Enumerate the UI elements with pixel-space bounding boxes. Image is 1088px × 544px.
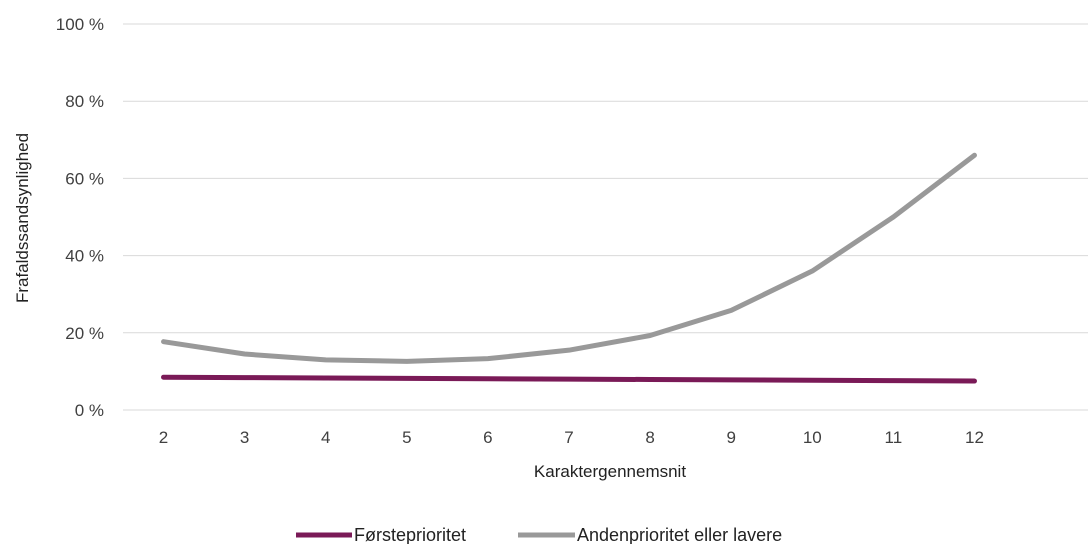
series-lines xyxy=(161,152,977,384)
x-tick-label: 4 xyxy=(321,428,330,447)
series-line-1 xyxy=(161,152,977,364)
y-axis-ticks: 0 % 20 % 40 % 60 % 80 % 100 % xyxy=(56,15,104,420)
gridlines xyxy=(123,23,1088,411)
x-axis-title: Karaktergennemsnit xyxy=(534,462,686,481)
y-tick-label: 0 % xyxy=(75,401,104,420)
legend-label-andenprioritet: Andenprioritet eller lavere xyxy=(577,525,782,544)
y-tick-label: 100 % xyxy=(56,15,104,34)
y-tick-label: 20 % xyxy=(65,324,104,343)
x-tick-label: 11 xyxy=(885,428,903,447)
x-tick-label: 7 xyxy=(564,428,573,447)
y-tick-label: 80 % xyxy=(65,92,104,111)
x-tick-label: 5 xyxy=(402,428,411,447)
x-tick-label: 12 xyxy=(965,428,984,447)
y-tick-label: 40 % xyxy=(65,247,104,266)
y-tick-label: 60 % xyxy=(65,169,104,188)
series-line-0 xyxy=(161,374,977,384)
x-tick-label: 10 xyxy=(803,428,822,447)
x-tick-label: 2 xyxy=(159,428,168,447)
x-tick-label: 9 xyxy=(726,428,735,447)
x-tick-label: 8 xyxy=(645,428,654,447)
x-axis-ticks: 2 3 4 5 6 7 8 9 10 11 12 xyxy=(159,428,984,447)
x-tick-label: 3 xyxy=(240,428,249,447)
legend-label-forsteprioritet: Førsteprioritet xyxy=(354,525,466,544)
legend: Førsteprioritet Andenprioritet eller lav… xyxy=(296,525,782,544)
x-tick-label: 6 xyxy=(483,428,492,447)
y-axis-title: Frafaldssandsynlighed xyxy=(13,133,32,303)
